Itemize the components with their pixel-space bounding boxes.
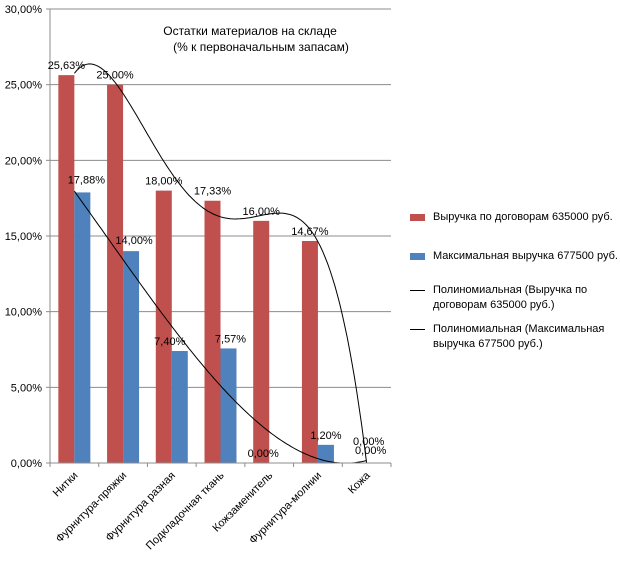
legend-label: Максимальная выручка 677500 руб. bbox=[433, 250, 618, 262]
data-label: 1,20% bbox=[310, 430, 341, 442]
chart-title: Остатки материалов на складе bbox=[163, 24, 337, 38]
y-tick-label: 5,00% bbox=[11, 382, 42, 394]
bar-red bbox=[58, 75, 75, 464]
data-label: 25,00% bbox=[96, 70, 134, 82]
data-label: 7,40% bbox=[154, 336, 185, 348]
legend-line bbox=[410, 329, 425, 330]
legend-line bbox=[410, 290, 425, 291]
data-label: 0,00% bbox=[355, 445, 386, 457]
bar-red bbox=[253, 220, 270, 463]
x-tick-label: Кожа bbox=[346, 469, 373, 496]
chart-subtitle: (% к первоначальным запасам) bbox=[173, 40, 349, 54]
legend-label: Выручка по договорам 635000 руб. bbox=[433, 211, 613, 223]
legend: Выручка по договорам 635000 руб. Максима… bbox=[410, 210, 620, 360]
y-tick-label: 30,00% bbox=[5, 4, 43, 16]
trendline-2 bbox=[73, 190, 367, 464]
y-tick-label: 25,00% bbox=[5, 80, 43, 92]
bar-red bbox=[204, 200, 221, 464]
bar-blue bbox=[220, 348, 237, 463]
bar-blue bbox=[123, 251, 140, 463]
data-label: 7,57% bbox=[215, 333, 246, 345]
bar-blue bbox=[171, 351, 188, 463]
data-label: 16,00% bbox=[243, 206, 281, 218]
y-axis: 0,00% 5,00% 10,00% 15,00% 20,00% 25,00% 30,00% bbox=[5, 4, 51, 470]
legend-label: Полиномиальная (Выручка по договорам 635… bbox=[433, 284, 588, 311]
data-label: 18,00% bbox=[145, 176, 183, 188]
data-label: 0,00% bbox=[353, 436, 384, 448]
x-tick-label: Нитки bbox=[51, 470, 81, 500]
data-label: 17,33% bbox=[194, 186, 232, 198]
legend-swatch-blue bbox=[410, 253, 425, 260]
bars bbox=[58, 75, 334, 464]
y-tick-label: 15,00% bbox=[5, 231, 43, 243]
data-label: 14,00% bbox=[115, 235, 153, 247]
y-tick-label: 20,00% bbox=[5, 155, 43, 167]
data-label: 25,63% bbox=[48, 60, 86, 72]
y-tick-label: 10,00% bbox=[5, 307, 43, 319]
trendline-1 bbox=[74, 63, 368, 464]
legend-label: Полиномиальная (Максимальная выручка 677… bbox=[433, 323, 605, 350]
y-tick-label: 0,00% bbox=[11, 458, 42, 470]
bar-red bbox=[155, 190, 172, 463]
bar-red bbox=[107, 84, 124, 464]
data-labels: 25,63% 25,00% 18,00% 17,33% 16,00% 14,67% 0,00… bbox=[48, 60, 387, 460]
data-label: 0,00% bbox=[248, 448, 279, 460]
data-label: 14,67% bbox=[291, 226, 329, 238]
legend-swatch-red bbox=[410, 214, 425, 221]
trendlines bbox=[73, 63, 368, 464]
bar-blue bbox=[317, 444, 334, 463]
data-label: 17,88% bbox=[68, 174, 106, 186]
bar-red bbox=[301, 240, 318, 463]
bar-blue bbox=[74, 192, 91, 463]
